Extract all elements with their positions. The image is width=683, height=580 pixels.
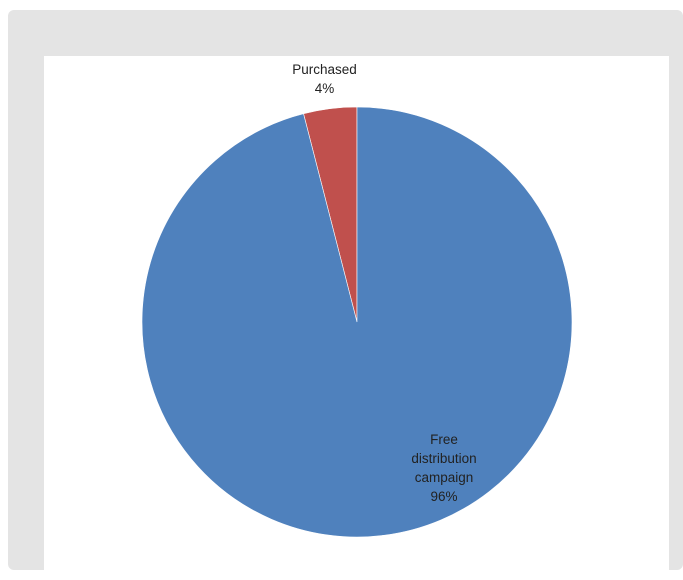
- pie-chart: Purchased 4% Free distribution campaign 96%: [141, 62, 573, 538]
- pie-slice-free-distribution-campaign: [141, 106, 573, 538]
- slice-label-purchased: Purchased 4%: [292, 62, 357, 96]
- pie-slices: [141, 106, 573, 538]
- pie-labels: Purchased 4% Free distribution campaign 96%: [292, 62, 476, 504]
- chart-area: Purchased 4% Free distribution campaign 96%: [44, 56, 669, 580]
- slice-label-free-distribution-campaign: Free distribution campaign 96%: [411, 432, 476, 504]
- chart-frame: Purchased 4% Free distribution campaign 96%: [8, 10, 683, 580]
